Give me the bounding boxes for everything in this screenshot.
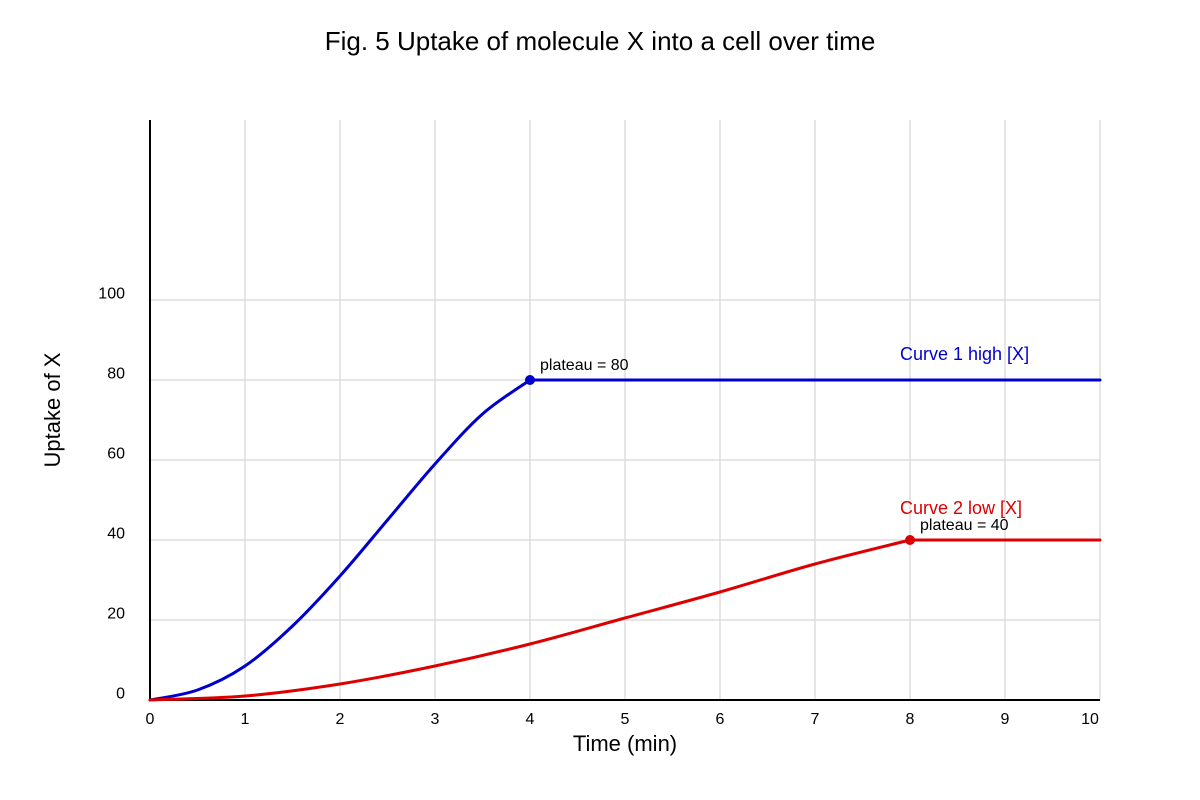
y-axis-title: Uptake of X (40, 352, 65, 467)
y-tick-label-100: 100 (98, 285, 125, 302)
x-tick-label-9: 9 (1001, 711, 1010, 728)
x-tick-label-1: 1 (241, 711, 250, 728)
plateau-annotation-2: plateau = 40 (920, 517, 1009, 534)
series-layer (148, 375, 1102, 702)
series-label-2: Curve 2 low [X] (900, 498, 1022, 518)
x-tick-label-10: 10 (1081, 711, 1099, 728)
y-tick-label-0: 0 (116, 685, 125, 702)
x-tick-label-5: 5 (621, 711, 630, 728)
x-axis-title: Time (min) (573, 731, 677, 756)
x-tick-label-8: 8 (906, 711, 915, 728)
y-tick-label-80: 80 (107, 365, 125, 382)
x-tick-label-6: 6 (716, 711, 725, 728)
axis-layer (149, 120, 1100, 701)
annotation-layer: Curve 1 high [X] plateau = 80 Curve 2 low … (540, 344, 1029, 534)
plateau-marker-1 (525, 375, 535, 385)
y-tick-label-60: 60 (107, 445, 125, 462)
x-tick-label-2: 2 (336, 711, 345, 728)
y-tick-label-40: 40 (107, 525, 125, 542)
x-tick-label-0: 0 (146, 711, 155, 728)
series-label-1: Curve 1 high [X] (900, 344, 1029, 364)
x-tick-label-3: 3 (431, 711, 440, 728)
x-tick-label-7: 7 (811, 711, 820, 728)
plateau-marker-2 (905, 535, 915, 545)
chart-title: Fig. 5 Uptake of molecule X into a cell … (325, 26, 876, 56)
series-line-2 (148, 538, 1102, 702)
y-tick-label-20: 20 (107, 605, 125, 622)
series-line-1 (148, 378, 1102, 702)
plateau-annotation-1: plateau = 80 (540, 357, 629, 374)
x-tick-label-4: 4 (526, 711, 535, 728)
grid-layer (150, 120, 1101, 700)
